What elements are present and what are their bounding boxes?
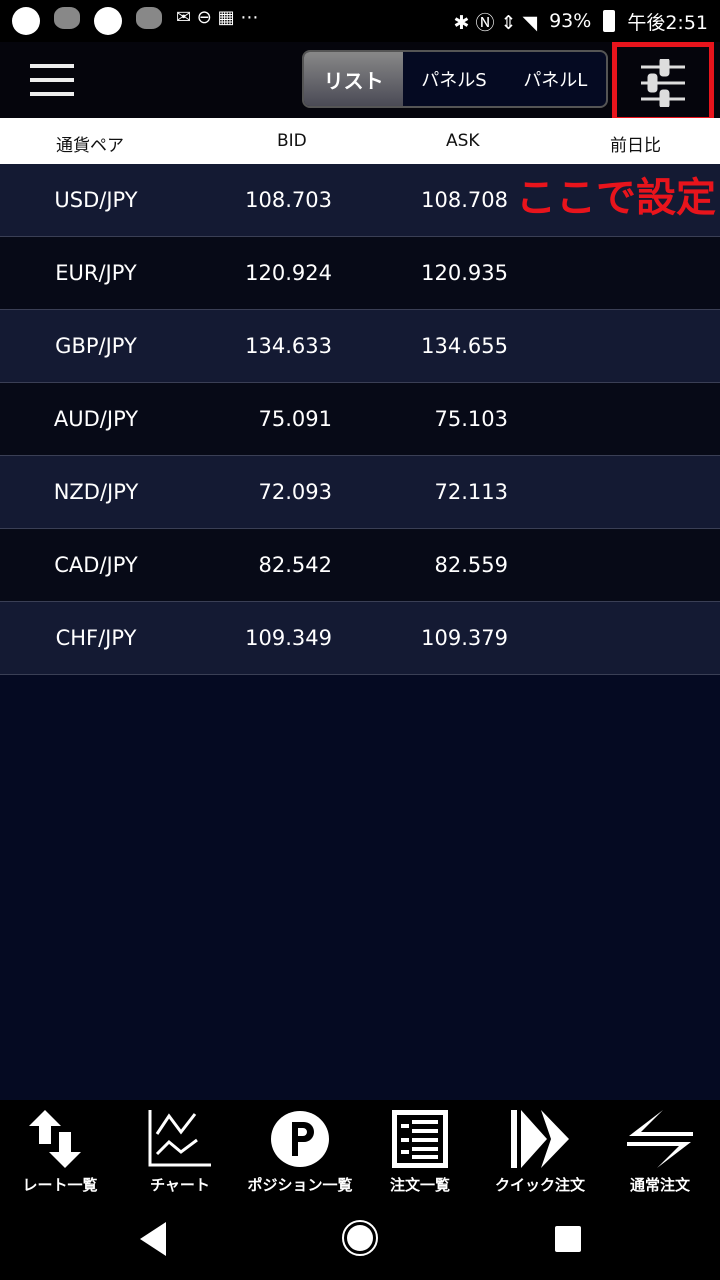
bid-value: 82.542	[258, 553, 332, 577]
normal-order-icon	[627, 1110, 693, 1168]
ask-value: 75.103	[434, 407, 508, 431]
pair-name: GBP/JPY	[55, 334, 137, 358]
arrows-up-down-icon	[25, 1110, 95, 1168]
nav-chart[interactable]: チャート	[120, 1100, 240, 1198]
home-icon[interactable]	[341, 1219, 379, 1257]
ask-value: 82.559	[434, 553, 508, 577]
position-p-icon	[270, 1110, 330, 1168]
tab-list[interactable]: リスト	[304, 52, 404, 106]
table-header: 通貨ペア BID ASK 前日比	[0, 118, 720, 164]
table-row[interactable]: GBP/JPY 134.633 134.655	[0, 310, 720, 383]
pair-name: AUD/JPY	[53, 407, 139, 431]
clock: 午後2:51	[627, 11, 708, 34]
ask-value: 120.935	[421, 261, 508, 285]
recents-icon[interactable]	[555, 1226, 581, 1252]
rate-list: USD/JPY 108.703 108.708 EUR/JPY 120.924 120.9…	[0, 164, 720, 675]
ask-value: 134.655	[421, 334, 508, 358]
bid-value: 120.924	[245, 261, 332, 285]
hamburger-menu-icon[interactable]	[30, 64, 74, 96]
ask-value: 108.708	[421, 188, 508, 212]
settings-button[interactable]	[612, 42, 714, 122]
bid-value: 75.091	[258, 407, 332, 431]
bid-value: 108.703	[245, 188, 332, 212]
nav-normal-order[interactable]: 通常注文	[600, 1100, 720, 1198]
pair-name: CHF/JPY	[55, 626, 137, 650]
notification-icons: ✉ ⊖ ▦ ⋯	[12, 7, 258, 35]
nav-order-list[interactable]: 注文一覧	[360, 1100, 480, 1198]
tab-panel-l[interactable]: パネルL	[523, 70, 588, 91]
back-icon[interactable]	[140, 1222, 168, 1256]
system-nav-bar	[0, 1198, 720, 1280]
tab-panel-s[interactable]: パネルS	[421, 70, 487, 91]
bid-value: 134.633	[245, 334, 332, 358]
pair-name: USD/JPY	[54, 188, 138, 212]
chart-icon	[147, 1110, 213, 1168]
nav-quick-order[interactable]: クイック注文	[480, 1100, 600, 1198]
annotation-text: ここで設定	[516, 175, 716, 221]
battery-icon	[603, 10, 616, 32]
pair-name: CAD/JPY	[54, 553, 138, 577]
view-mode-segmented-control: リスト パネルS パネルL	[302, 50, 608, 108]
table-row[interactable]: CAD/JPY 82.542 82.559	[0, 529, 720, 602]
col-bid: BID	[277, 131, 307, 151]
table-row[interactable]: EUR/JPY 120.924 120.935	[0, 237, 720, 310]
table-row[interactable]: CHF/JPY 109.349 109.379	[0, 602, 720, 675]
bid-value: 109.349	[245, 626, 332, 650]
table-row[interactable]: AUD/JPY 75.091 75.103	[0, 383, 720, 456]
col-ask: ASK	[446, 131, 480, 151]
pair-name: NZD/JPY	[53, 480, 139, 504]
battery-percent: 93%	[549, 10, 592, 32]
table-row[interactable]: NZD/JPY 72.093 72.113	[0, 456, 720, 529]
sliders-icon	[641, 59, 685, 107]
bid-value: 72.093	[258, 480, 332, 504]
pair-name: EUR/JPY	[55, 261, 137, 285]
ask-value: 109.379	[421, 626, 508, 650]
status-bar: ✉ ⊖ ▦ ⋯ ✱ Ⓝ ⇕ ◥ 93% 午後2:51	[0, 0, 720, 42]
top-bar: リスト パネルS パネルL	[0, 42, 720, 122]
col-pair: 通貨ペア	[56, 136, 124, 156]
nav-positions[interactable]: ポジション一覧	[240, 1100, 360, 1198]
col-change: 前日比	[610, 136, 661, 156]
bottom-nav: レート一覧 チャート ポジション一覧 注文一覧 クイック注文 通常注文	[0, 1100, 720, 1198]
nav-rate-list[interactable]: レート一覧	[0, 1100, 120, 1198]
order-list-icon	[392, 1110, 448, 1168]
quick-order-icon	[511, 1110, 569, 1168]
table-row[interactable]: USD/JPY 108.703 108.708	[0, 164, 720, 237]
ask-value: 72.113	[434, 480, 508, 504]
connectivity-icons: ✱ Ⓝ ⇕ ◥	[453, 11, 538, 34]
